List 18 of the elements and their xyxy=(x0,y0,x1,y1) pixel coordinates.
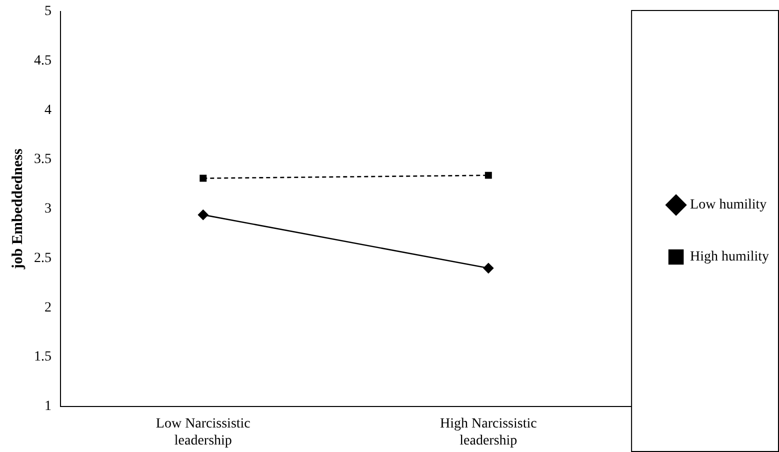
point xyxy=(198,210,208,220)
y-tick-label: 2 xyxy=(44,300,52,316)
y-tick-label: 3.5 xyxy=(34,152,52,168)
y-tick-label: 2.5 xyxy=(34,250,52,266)
x-tick-label: High Narcissistic leadership xyxy=(440,416,537,448)
point xyxy=(200,174,207,182)
y-tick-label: 5 xyxy=(44,4,52,20)
legend-label: Low humility xyxy=(690,198,767,213)
y-tick-label: 1 xyxy=(44,399,52,414)
y-tick-label: 1.5 xyxy=(34,350,52,365)
y-tick-label: 4 xyxy=(44,102,52,118)
y-axis-title: job Embeddedness xyxy=(10,148,26,270)
point xyxy=(484,172,492,179)
y-tick-label: 4.5 xyxy=(34,53,52,68)
x-tick-label: Low Narcissistic leadership xyxy=(156,416,250,448)
point xyxy=(483,263,494,274)
legend-label: High humility xyxy=(690,250,770,265)
y-tick-label: 3 xyxy=(44,202,52,217)
